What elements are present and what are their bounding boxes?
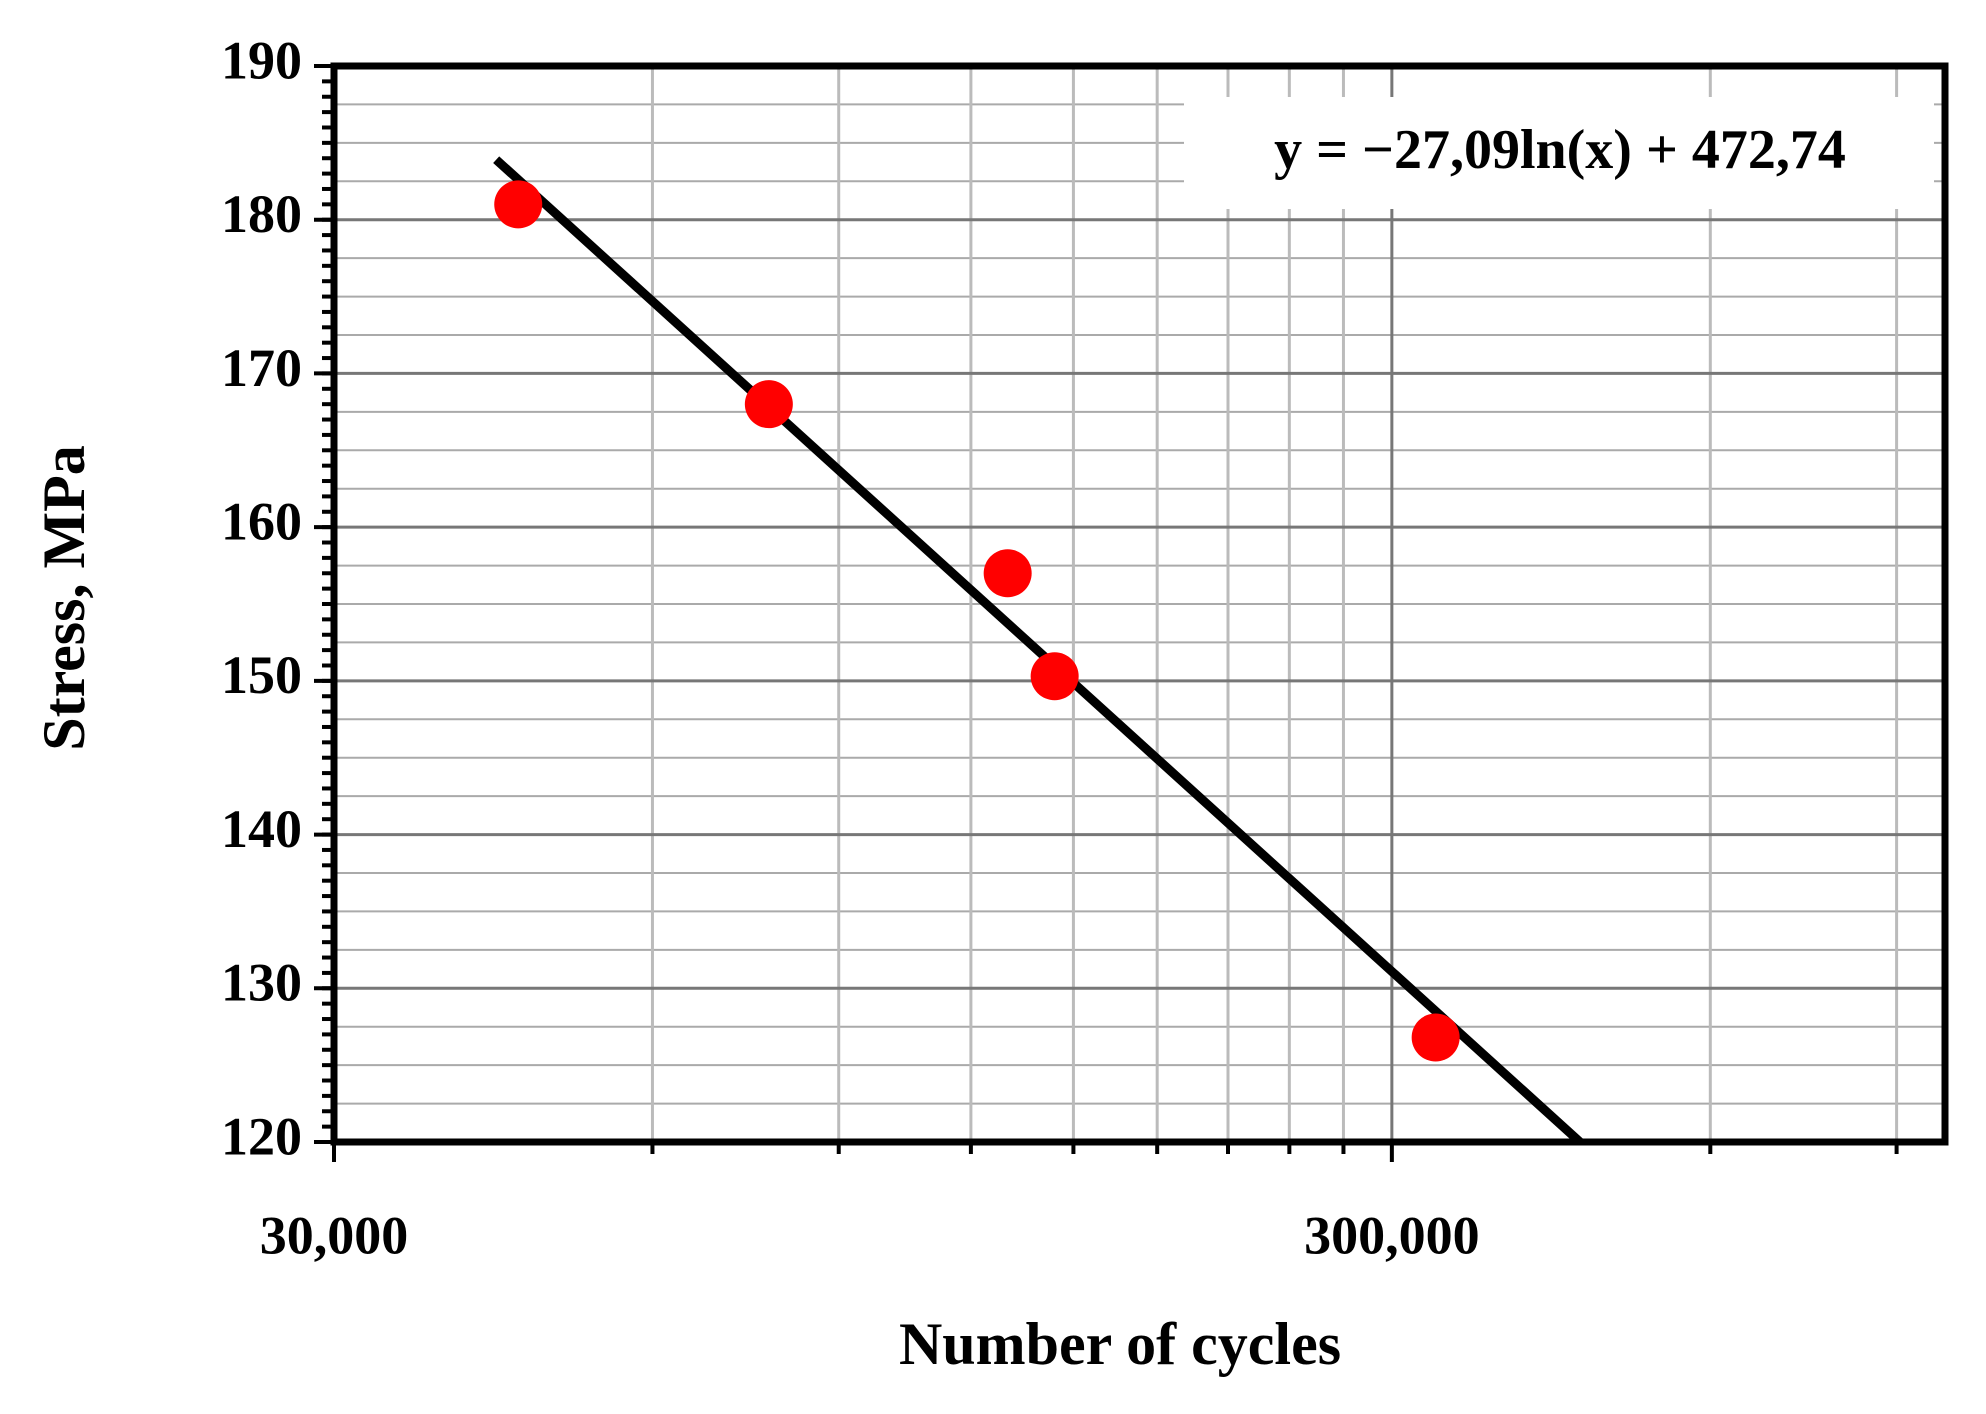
x-tick-label: 30,000	[260, 1205, 409, 1265]
point	[744, 380, 793, 429]
y-tick-label: 160	[221, 492, 302, 552]
y-tick-label: 180	[221, 184, 302, 244]
x-axis-title: Number of cycles	[899, 1311, 1341, 1377]
x-tick-label: 300,000	[1304, 1205, 1480, 1265]
y-tick-label: 150	[221, 645, 302, 705]
point	[1030, 652, 1079, 701]
trendline	[493, 156, 1584, 1142]
y-tick-label: 190	[221, 30, 302, 90]
y-tick-label: 120	[221, 1106, 302, 1166]
point	[494, 180, 543, 229]
y-axis-title: Stress, MPa	[31, 445, 97, 751]
point	[983, 549, 1032, 598]
point	[1411, 1013, 1460, 1062]
y-tick-label: 130	[221, 953, 302, 1013]
y-tick-label: 170	[221, 338, 302, 398]
plot-frame	[330, 62, 1949, 1146]
trendline-equation: y = −27,09ln(x) + 472,74	[1274, 119, 1846, 181]
y-tick-label: 140	[221, 799, 302, 859]
equation-box	[1184, 97, 1934, 209]
